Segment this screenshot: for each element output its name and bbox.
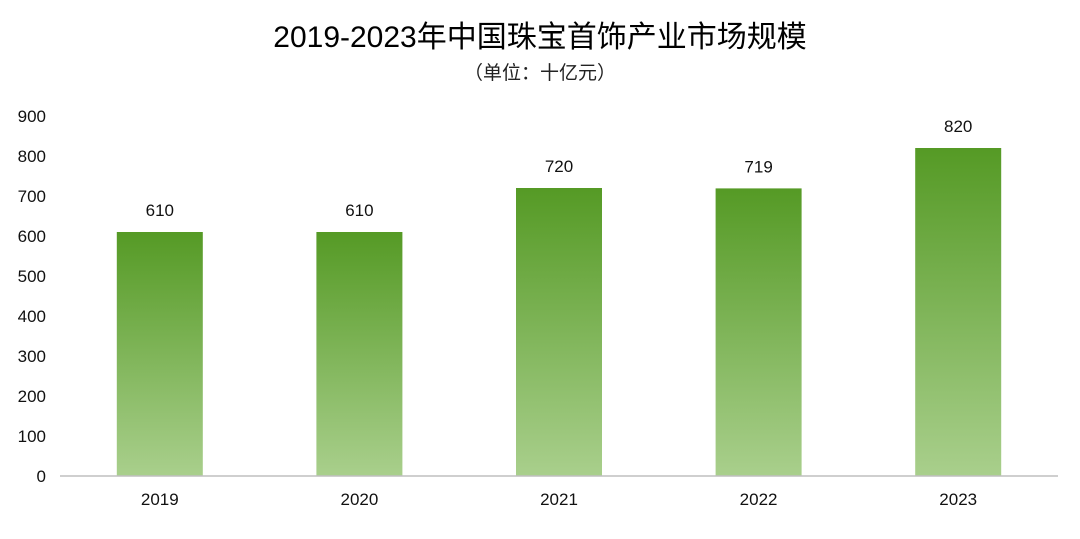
y-tick-label: 100 <box>18 427 46 446</box>
data-label-2022: 719 <box>744 157 772 176</box>
bar-2019 <box>116 232 203 476</box>
y-tick-label: 400 <box>18 307 46 326</box>
x-tick-label-2021: 2021 <box>540 490 578 509</box>
y-tick-label: 900 <box>18 107 46 126</box>
x-axis-ticks: 2019 2020 2021 2022 2023 <box>141 490 977 509</box>
y-tick-label: 700 <box>18 187 46 206</box>
bar-2022 <box>715 188 802 476</box>
data-label-2023: 820 <box>944 117 972 136</box>
y-tick-label: 500 <box>18 267 46 286</box>
data-label-2020: 610 <box>345 201 373 220</box>
chart-title: 2019-2023年中国珠宝首饰产业市场规模 <box>273 21 807 54</box>
y-tick-label: 800 <box>18 147 46 166</box>
y-tick-label: 300 <box>18 347 46 366</box>
bar-2023 <box>915 148 1002 476</box>
data-label-2019: 610 <box>146 201 174 220</box>
y-tick-label: 200 <box>18 387 46 406</box>
y-tick-label: 600 <box>18 227 46 246</box>
y-tick-label: 0 <box>37 467 46 486</box>
x-tick-label-2023: 2023 <box>939 490 977 509</box>
x-tick-label-2020: 2020 <box>340 490 378 509</box>
bar-2021 <box>516 188 602 476</box>
x-tick-label-2022: 2022 <box>740 490 778 509</box>
data-labels: 610 610 720 719 820 <box>146 117 973 220</box>
chart-subtitle: （单位：十亿元） <box>463 63 616 84</box>
bar-2020 <box>316 232 403 476</box>
bars <box>116 148 1002 476</box>
y-axis-ticks: 0 100 200 300 400 500 600 700 800 900 <box>18 107 46 486</box>
data-label-2021: 720 <box>545 157 573 176</box>
x-tick-label-2019: 2019 <box>141 490 179 509</box>
